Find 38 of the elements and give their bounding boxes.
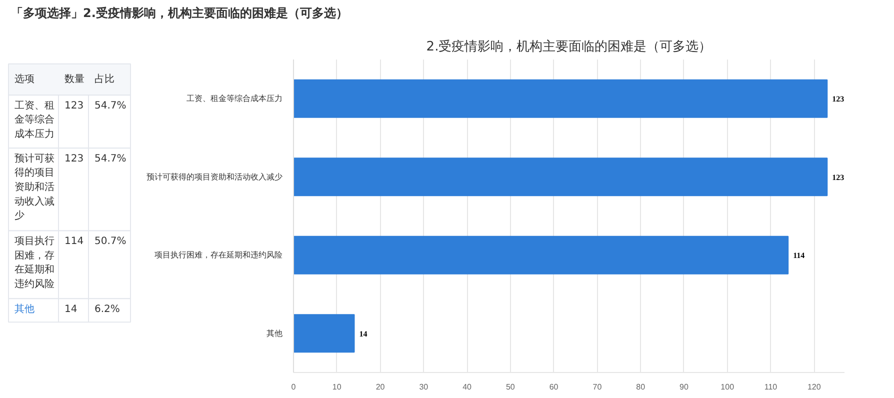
y-tick-label: 工资、租金等综合成本压力 (186, 94, 282, 104)
x-tick-label: 100 (720, 382, 735, 392)
category-label: 工资、租金等综合成本压力 (14, 99, 54, 140)
y-tick-label: 预计可获得的项目资助和活动收入减少 (146, 172, 282, 182)
x-tick-label: 10 (332, 382, 342, 392)
x-tick-label: 110 (764, 382, 778, 392)
data-label: 123 (64, 100, 84, 112)
data-label: 123 (832, 172, 844, 182)
data-label: 14 (64, 304, 78, 315)
data-label: 14 (359, 329, 368, 338)
series-label: 占比 (94, 72, 114, 85)
x-tick-label: 60 (549, 382, 559, 392)
x-tick-label: 120 (807, 382, 822, 392)
y-tick-label: 项目执行困难，存在延期和违约风险 (154, 250, 282, 260)
data-label: 50.7% (94, 236, 126, 247)
x-tick-label: 0 (291, 382, 296, 392)
data-label: 54.7% (94, 153, 126, 164)
data-label: 114 (64, 236, 84, 247)
category-label: 其他 (14, 302, 34, 315)
text: 数量 (64, 74, 84, 85)
data-label: 114 (793, 251, 805, 260)
data-label: 54.7% (94, 100, 126, 112)
category-label: 项目执行困难，存在延期和违约风险 (14, 234, 54, 290)
text: 选项 (14, 72, 34, 85)
x-tick-label: 50 (506, 382, 516, 392)
x-tick-label: 20 (376, 382, 386, 392)
text: 「多项选择」2.受疫情影响，机构主要面临的困难是（可多选） (11, 5, 348, 22)
x-tick-label: 40 (462, 382, 472, 392)
x-tick-label: 80 (636, 382, 646, 392)
y-tick-label: 其他 (266, 328, 282, 338)
data-label: 123 (64, 153, 84, 164)
data-label: 6.2% (94, 304, 120, 315)
chart-title: 2.受疫情影响，机构主要面临的困难是（可多选） (426, 38, 712, 54)
data-label: 123 (832, 94, 844, 104)
x-tick-label: 90 (680, 382, 689, 392)
x-tick-label: 30 (419, 382, 429, 392)
category-label: 预计可获得的项目资助和活动收入减少 (14, 152, 54, 222)
x-tick-label: 70 (592, 382, 602, 392)
